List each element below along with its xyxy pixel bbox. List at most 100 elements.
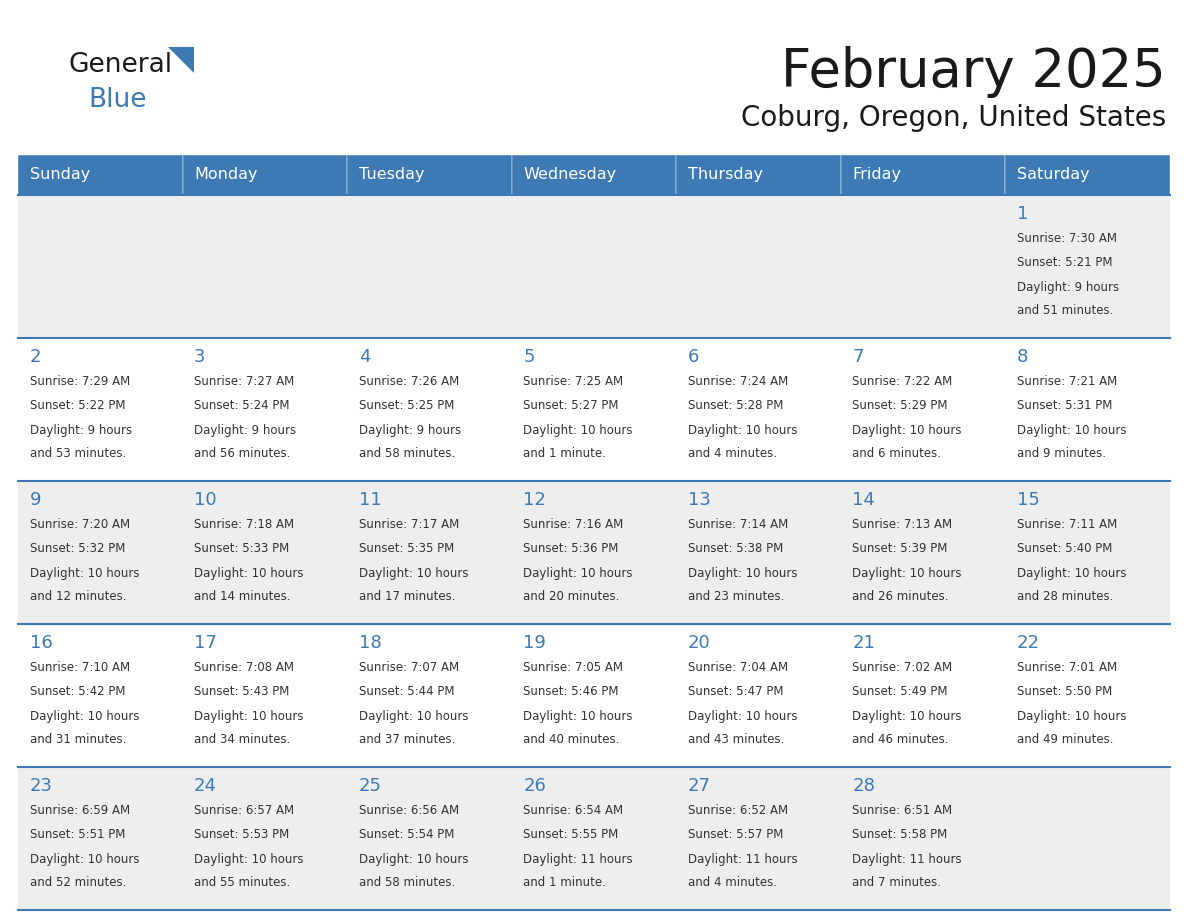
Text: Sunset: 5:44 PM: Sunset: 5:44 PM: [359, 686, 454, 699]
Text: Sunrise: 6:52 AM: Sunrise: 6:52 AM: [688, 804, 788, 817]
Text: Sunset: 5:38 PM: Sunset: 5:38 PM: [688, 543, 783, 555]
Text: Sunset: 5:40 PM: Sunset: 5:40 PM: [1017, 543, 1112, 555]
Bar: [347, 767, 512, 910]
Bar: [512, 481, 676, 624]
Text: Sunrise: 7:10 AM: Sunrise: 7:10 AM: [30, 661, 129, 674]
Text: Daylight: 10 hours: Daylight: 10 hours: [688, 710, 797, 722]
Text: Sunrise: 7:21 AM: Sunrise: 7:21 AM: [1017, 375, 1117, 388]
Text: Sunrise: 7:27 AM: Sunrise: 7:27 AM: [194, 375, 295, 388]
Text: Sunset: 5:51 PM: Sunset: 5:51 PM: [30, 828, 125, 842]
Text: Sunset: 5:36 PM: Sunset: 5:36 PM: [523, 543, 619, 555]
Text: Sunset: 5:47 PM: Sunset: 5:47 PM: [688, 686, 783, 699]
Text: Sunset: 5:28 PM: Sunset: 5:28 PM: [688, 399, 783, 412]
Text: Sunrise: 7:11 AM: Sunrise: 7:11 AM: [1017, 518, 1117, 532]
Text: 26: 26: [523, 777, 546, 795]
Text: 4: 4: [359, 348, 371, 366]
Text: Daylight: 9 hours: Daylight: 9 hours: [359, 424, 461, 437]
Text: and 52 minutes.: and 52 minutes.: [30, 876, 126, 889]
Bar: [841, 624, 1005, 767]
Text: 18: 18: [359, 634, 381, 652]
Bar: [1005, 767, 1170, 910]
Text: Sunset: 5:29 PM: Sunset: 5:29 PM: [852, 399, 948, 412]
Bar: [18, 481, 183, 624]
Bar: [512, 338, 676, 481]
Bar: [183, 481, 347, 624]
Text: and 51 minutes.: and 51 minutes.: [1017, 304, 1113, 317]
Text: Daylight: 10 hours: Daylight: 10 hours: [359, 566, 468, 580]
Text: Thursday: Thursday: [688, 167, 763, 183]
Text: 14: 14: [852, 491, 876, 509]
Text: and 31 minutes.: and 31 minutes.: [30, 733, 126, 745]
Text: 13: 13: [688, 491, 710, 509]
Text: Daylight: 10 hours: Daylight: 10 hours: [523, 710, 633, 722]
Text: Sunrise: 7:02 AM: Sunrise: 7:02 AM: [852, 661, 953, 674]
Text: and 34 minutes.: and 34 minutes.: [194, 733, 291, 745]
Text: and 1 minute.: and 1 minute.: [523, 876, 606, 889]
Text: Sunset: 5:22 PM: Sunset: 5:22 PM: [30, 399, 125, 412]
Text: and 58 minutes.: and 58 minutes.: [359, 876, 455, 889]
Bar: [183, 155, 347, 195]
Text: and 6 minutes.: and 6 minutes.: [852, 447, 941, 460]
Bar: [841, 481, 1005, 624]
Text: Sunrise: 7:18 AM: Sunrise: 7:18 AM: [194, 518, 295, 532]
Bar: [676, 155, 841, 195]
Text: and 7 minutes.: and 7 minutes.: [852, 876, 941, 889]
Text: Sunrise: 7:14 AM: Sunrise: 7:14 AM: [688, 518, 788, 532]
Text: 17: 17: [194, 634, 217, 652]
Text: Sunset: 5:46 PM: Sunset: 5:46 PM: [523, 686, 619, 699]
Text: and 56 minutes.: and 56 minutes.: [194, 447, 291, 460]
Text: Daylight: 10 hours: Daylight: 10 hours: [1017, 566, 1126, 580]
Bar: [1005, 155, 1170, 195]
Text: Daylight: 10 hours: Daylight: 10 hours: [194, 710, 304, 722]
Text: Sunset: 5:50 PM: Sunset: 5:50 PM: [1017, 686, 1112, 699]
Text: and 43 minutes.: and 43 minutes.: [688, 733, 784, 745]
Text: Sunrise: 7:20 AM: Sunrise: 7:20 AM: [30, 518, 129, 532]
Text: Daylight: 11 hours: Daylight: 11 hours: [688, 853, 797, 866]
Text: Sunrise: 7:13 AM: Sunrise: 7:13 AM: [852, 518, 953, 532]
Text: Sunrise: 6:56 AM: Sunrise: 6:56 AM: [359, 804, 459, 817]
Text: Sunset: 5:57 PM: Sunset: 5:57 PM: [688, 828, 783, 842]
Text: Daylight: 10 hours: Daylight: 10 hours: [359, 710, 468, 722]
Text: Sunrise: 7:22 AM: Sunrise: 7:22 AM: [852, 375, 953, 388]
Bar: [18, 155, 183, 195]
Text: Daylight: 9 hours: Daylight: 9 hours: [194, 424, 296, 437]
Bar: [183, 624, 347, 767]
Bar: [841, 338, 1005, 481]
Text: Sunset: 5:55 PM: Sunset: 5:55 PM: [523, 828, 619, 842]
Text: Daylight: 9 hours: Daylight: 9 hours: [1017, 281, 1119, 294]
Text: and 28 minutes.: and 28 minutes.: [1017, 589, 1113, 603]
Text: Daylight: 10 hours: Daylight: 10 hours: [30, 710, 139, 722]
Text: Sunday: Sunday: [30, 167, 90, 183]
Text: 3: 3: [194, 348, 206, 366]
Text: Sunset: 5:54 PM: Sunset: 5:54 PM: [359, 828, 454, 842]
Bar: [1005, 338, 1170, 481]
Bar: [512, 624, 676, 767]
Text: and 1 minute.: and 1 minute.: [523, 447, 606, 460]
Text: 6: 6: [688, 348, 700, 366]
Text: Sunrise: 7:24 AM: Sunrise: 7:24 AM: [688, 375, 788, 388]
Text: Blue: Blue: [88, 87, 146, 113]
Text: 16: 16: [30, 634, 52, 652]
Bar: [18, 624, 183, 767]
Text: Sunrise: 6:51 AM: Sunrise: 6:51 AM: [852, 804, 953, 817]
Text: Daylight: 10 hours: Daylight: 10 hours: [523, 424, 633, 437]
Bar: [841, 767, 1005, 910]
Text: Sunset: 5:27 PM: Sunset: 5:27 PM: [523, 399, 619, 412]
Bar: [347, 195, 512, 338]
Text: Sunset: 5:21 PM: Sunset: 5:21 PM: [1017, 256, 1112, 270]
Bar: [512, 767, 676, 910]
Text: Wednesday: Wednesday: [523, 167, 617, 183]
Text: Sunset: 5:39 PM: Sunset: 5:39 PM: [852, 543, 948, 555]
Text: Sunrise: 6:57 AM: Sunrise: 6:57 AM: [194, 804, 295, 817]
Text: Sunrise: 6:59 AM: Sunrise: 6:59 AM: [30, 804, 129, 817]
Text: Daylight: 10 hours: Daylight: 10 hours: [688, 566, 797, 580]
Text: 10: 10: [194, 491, 216, 509]
Text: Daylight: 11 hours: Daylight: 11 hours: [523, 853, 633, 866]
Text: and 23 minutes.: and 23 minutes.: [688, 589, 784, 603]
Text: 8: 8: [1017, 348, 1029, 366]
Text: Daylight: 10 hours: Daylight: 10 hours: [30, 566, 139, 580]
Text: Sunset: 5:43 PM: Sunset: 5:43 PM: [194, 686, 290, 699]
Text: Sunrise: 7:26 AM: Sunrise: 7:26 AM: [359, 375, 459, 388]
Text: 12: 12: [523, 491, 546, 509]
Text: 9: 9: [30, 491, 42, 509]
